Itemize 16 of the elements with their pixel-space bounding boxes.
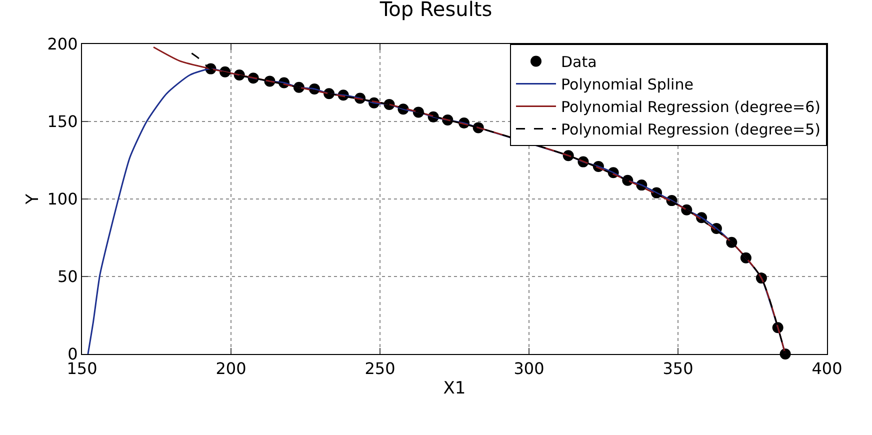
x-tick-label: 350	[662, 359, 694, 378]
x-tick-label: 300	[514, 359, 544, 378]
x-axis-title: X1	[443, 378, 466, 399]
legend-label: Data	[561, 53, 597, 72]
y-tick-label: 200	[47, 34, 78, 54]
x-tick-label: 250	[364, 359, 396, 378]
y-tick-label: 100	[47, 190, 78, 209]
legend-label: Polynomial Spline	[561, 76, 694, 94]
y-axis-title: Y	[22, 193, 43, 206]
legend-label: Polynomial Regression (degree=5)	[561, 120, 821, 139]
x-tick-label: 400	[812, 359, 842, 378]
y-tick-label: 150	[47, 112, 78, 132]
y-tick-label: 50	[57, 267, 78, 286]
legend-label: Polynomial Regression (degree=6)	[561, 98, 821, 116]
chart-title: Top Results	[378, 0, 492, 22]
x-tick-label: 200	[216, 359, 246, 378]
